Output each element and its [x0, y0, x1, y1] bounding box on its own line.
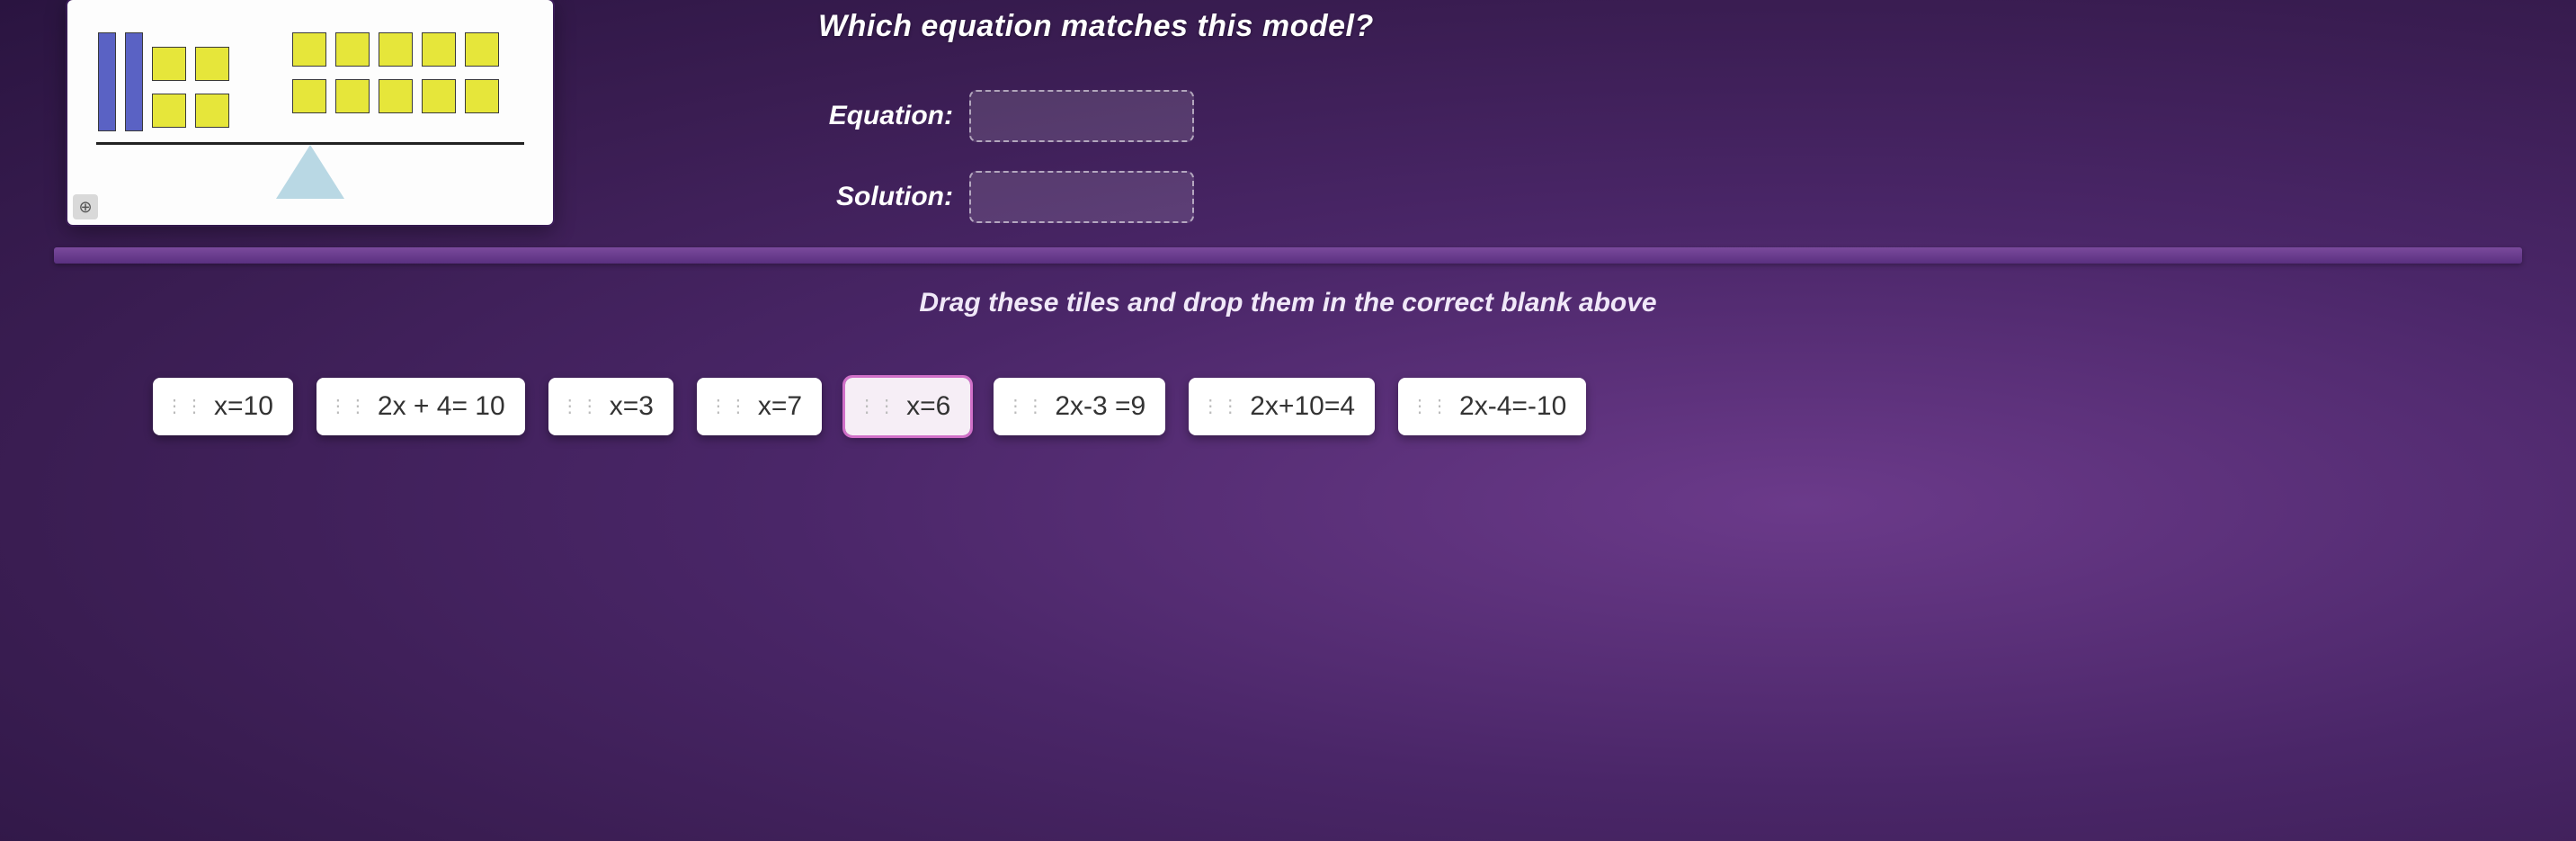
zoom-icon[interactable]: ⊕: [73, 194, 98, 219]
answer-tile[interactable]: ⋮⋮ 2x-4=-10: [1398, 378, 1586, 435]
drag-grip-icon: ⋮⋮: [561, 402, 601, 411]
answer-tile[interactable]: ⋮⋮ x=6: [845, 378, 970, 435]
unit-tile: [465, 79, 499, 113]
unit-grid: [152, 47, 229, 131]
answer-tile-label: x=6: [906, 391, 950, 422]
unit-grid: [292, 32, 499, 117]
answer-tile-label: x=10: [214, 391, 273, 422]
answer-tile-label: 2x + 4= 10: [378, 391, 505, 422]
answer-tile-label: 2x-3 =9: [1055, 391, 1145, 422]
unit-tile: [152, 94, 186, 128]
unit-tile: [292, 79, 326, 113]
answer-tile-label: x=7: [758, 391, 802, 422]
drag-grip-icon: ⋮⋮: [709, 402, 749, 411]
tiles-row: ⋮⋮ x=10 ⋮⋮ 2x + 4= 10 ⋮⋮ x=3 ⋮⋮ x=7 ⋮⋮ x=6 ⋮⋮ 2x-3 …: [153, 378, 1586, 435]
equation-row: Equation:: [827, 90, 1194, 142]
unit-tile: [379, 79, 413, 113]
unit-tile: [292, 32, 326, 67]
unit-tile: [335, 32, 370, 67]
panel-divider: [54, 247, 2522, 264]
x-bar: [125, 32, 143, 131]
unit-tile: [195, 94, 229, 128]
instruction-text: Drag these tiles and drop them in the co…: [0, 288, 2576, 318]
unit-tile: [422, 32, 456, 67]
balance-left-pan: [98, 32, 229, 131]
drag-grip-icon: ⋮⋮: [329, 402, 369, 411]
balance-right-pan: [292, 32, 499, 117]
answer-tile-label: x=3: [610, 391, 654, 422]
answer-tile-label: 2x-4=-10: [1459, 391, 1566, 422]
answer-tile[interactable]: ⋮⋮ 2x-3 =9: [994, 378, 1165, 435]
balance-model: [85, 16, 535, 216]
x-bar: [98, 32, 116, 131]
solution-dropzone[interactable]: [969, 171, 1194, 223]
answer-tile[interactable]: ⋮⋮ x=10: [153, 378, 293, 435]
answer-tile[interactable]: ⋮⋮ 2x+10=4: [1189, 378, 1375, 435]
zoom-glyph: ⊕: [78, 198, 92, 217]
answer-tile[interactable]: ⋮⋮ x=3: [548, 378, 673, 435]
unit-tile: [465, 32, 499, 67]
answer-tile[interactable]: ⋮⋮ x=7: [697, 378, 822, 435]
drag-grip-icon: ⋮⋮: [1201, 402, 1241, 411]
stage: ⊕ Which equation matches this model? Equ…: [0, 0, 2576, 841]
drag-grip-icon: ⋮⋮: [165, 402, 205, 411]
drag-grip-icon: ⋮⋮: [1006, 402, 1046, 411]
unit-tile: [379, 32, 413, 67]
unit-tile: [422, 79, 456, 113]
equation-dropzone[interactable]: [969, 90, 1194, 142]
drag-grip-icon: ⋮⋮: [1411, 402, 1450, 411]
unit-tile: [152, 47, 186, 81]
question-text: Which equation matches this model?: [818, 9, 1374, 44]
unit-tile: [335, 79, 370, 113]
drag-grip-icon: ⋮⋮: [858, 402, 897, 411]
equation-label: Equation:: [827, 101, 953, 131]
answer-tile[interactable]: ⋮⋮ 2x + 4= 10: [316, 378, 525, 435]
model-card: ⊕: [67, 0, 553, 225]
unit-tile: [195, 47, 229, 81]
solution-row: Solution:: [827, 171, 1194, 223]
answer-tile-label: 2x+10=4: [1250, 391, 1355, 422]
balance-fulcrum: [276, 145, 344, 199]
solution-label: Solution:: [827, 182, 953, 212]
